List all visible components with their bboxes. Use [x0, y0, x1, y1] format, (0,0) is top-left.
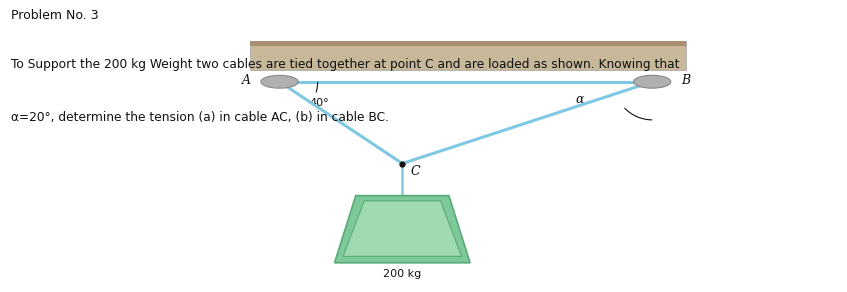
Text: 200 kg: 200 kg: [383, 269, 422, 279]
Text: 40°: 40°: [309, 98, 329, 108]
Circle shape: [261, 75, 298, 88]
Text: To Support the 200 kg Weight two cables are tied together at point C and are loa: To Support the 200 kg Weight two cables …: [11, 58, 679, 72]
Text: A: A: [241, 74, 251, 87]
Polygon shape: [343, 201, 462, 256]
Text: B: B: [681, 74, 690, 87]
Bar: [250, 41, 686, 70]
Text: α: α: [576, 93, 584, 106]
Bar: [250, 41, 686, 46]
Text: Problem No. 3: Problem No. 3: [11, 9, 98, 22]
Polygon shape: [335, 196, 470, 263]
Text: α=20°, determine the tension (a) in cable AC, (b) in cable BC.: α=20°, determine the tension (a) in cabl…: [11, 111, 389, 124]
Text: C: C: [411, 165, 420, 178]
Circle shape: [634, 75, 671, 88]
